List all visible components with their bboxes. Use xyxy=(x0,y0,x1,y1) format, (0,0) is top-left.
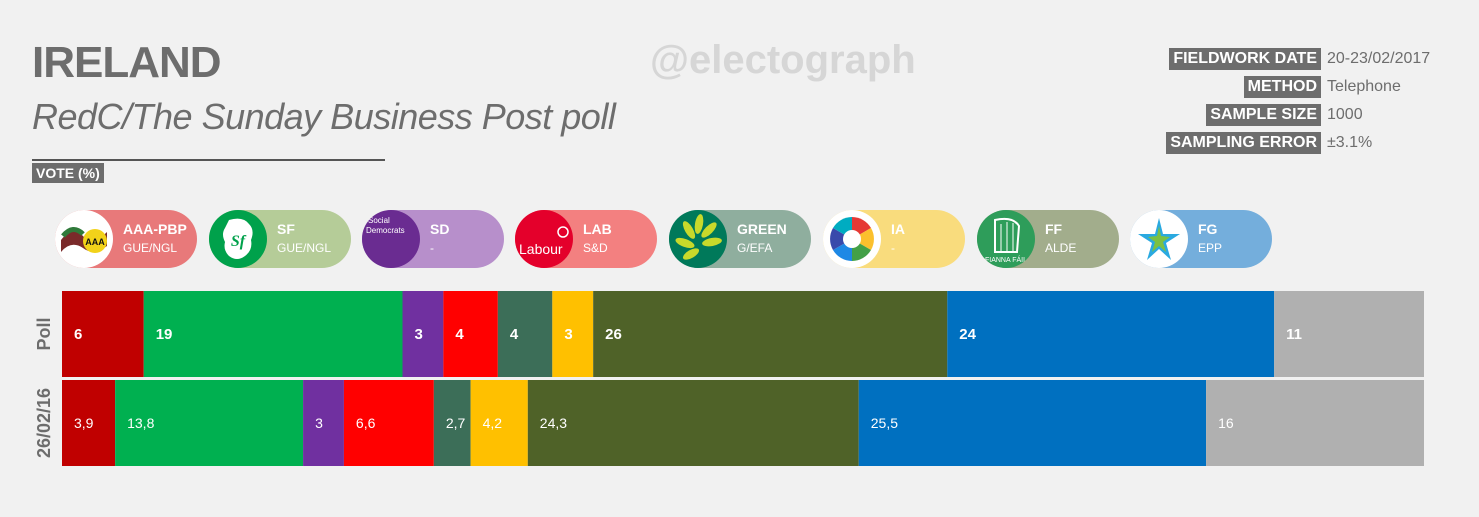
party-name: LAB xyxy=(583,221,612,237)
svg-text:Labour: Labour xyxy=(519,241,563,257)
party-group: - xyxy=(891,241,895,255)
sf-logo-icon: Sf xyxy=(209,210,267,268)
legend-party-sf: Sf SF GUE/NGL xyxy=(209,210,351,268)
meta-key: METHOD xyxy=(1243,76,1321,98)
party-name: FF xyxy=(1045,221,1063,237)
meta-value: 20-23/02/2017 xyxy=(1327,50,1431,67)
meta-method: METHOD Telephone xyxy=(1139,73,1439,101)
party-name: AAA-PBP xyxy=(123,221,187,237)
row-label: 26/02/16 xyxy=(34,388,54,458)
aaa-pbp-logo-icon: AAA xyxy=(55,210,113,268)
party-name: GREEN xyxy=(737,221,787,237)
fg-logo-icon xyxy=(1130,210,1188,268)
legend-party-green: GREEN G/EFA xyxy=(669,210,811,268)
bar-segment-aaa-pbp xyxy=(62,380,116,466)
bar-segment-others xyxy=(1274,291,1424,377)
meta-key: FIELDWORK DATE xyxy=(1169,48,1321,70)
party-group: S&D xyxy=(583,241,608,255)
legend-party-ff: FIANNA FÁIL FF ALDE xyxy=(977,210,1119,268)
bar-segment-ia xyxy=(470,380,528,466)
bar-value-label: 25,5 xyxy=(871,415,898,431)
bar-value-label: 3 xyxy=(564,326,572,343)
bar-segment-sf xyxy=(115,380,304,466)
bar-value-label: 24 xyxy=(959,326,976,343)
bar-value-label: 26 xyxy=(605,326,622,343)
bar-segment-ia xyxy=(552,291,594,377)
page-title: IRELAND xyxy=(32,38,222,87)
party-group: GUE/NGL xyxy=(123,241,178,255)
svg-text:Social: Social xyxy=(368,216,390,225)
watermark: @electograph xyxy=(650,38,916,82)
svg-text:AAA: AAA xyxy=(85,237,105,247)
party-name: FG xyxy=(1198,221,1218,237)
bar-value-label: 3,9 xyxy=(74,415,94,431)
meta-value: Telephone xyxy=(1327,78,1401,95)
sd-logo-icon: Social Democrats xyxy=(362,210,420,268)
bar-segment-fg xyxy=(947,291,1275,377)
bar-segment-sd xyxy=(402,291,444,377)
bar-value-label: 13,8 xyxy=(127,415,154,431)
bar-value-label: 24,3 xyxy=(540,415,567,431)
bar-segment-ff xyxy=(593,291,948,377)
row-label: Poll xyxy=(34,317,54,350)
bar-value-label: 19 xyxy=(156,326,173,343)
poll-subtitle: RedC/The Sunday Business Post poll xyxy=(32,96,616,137)
svg-text:Democrats: Democrats xyxy=(366,226,405,235)
svg-text:FIANNA FÁIL: FIANNA FÁIL xyxy=(985,255,1027,264)
green-logo-icon xyxy=(669,210,727,268)
party-group: GUE/NGL xyxy=(277,241,332,255)
bar-segment-green xyxy=(433,380,471,466)
bar-segment-fg xyxy=(858,380,1207,466)
bar-value-label: 11 xyxy=(1286,326,1302,343)
bar-segment-sd xyxy=(303,380,344,466)
bar-value-label: 6 xyxy=(74,326,82,343)
meta-key: SAMPLE SIZE xyxy=(1206,104,1321,126)
meta-key: SAMPLING ERROR xyxy=(1166,132,1321,154)
bar-segment-others xyxy=(1206,380,1424,466)
legend-party-sd: Social Democrats SD - xyxy=(362,210,504,268)
party-name: SD xyxy=(430,221,450,237)
party-name: SF xyxy=(277,221,295,237)
legend-party-aaa-pbp: AAA AAA-PBP GUE/NGL xyxy=(55,210,197,268)
bar-value-label: 4 xyxy=(510,326,519,343)
title-divider xyxy=(32,159,385,161)
legend-party-lab: Labour LAB S&D xyxy=(515,210,657,268)
bar-value-label: 16 xyxy=(1218,415,1234,431)
poll-metadata: FIELDWORK DATE 20-23/02/2017 METHOD Tele… xyxy=(1139,45,1439,157)
party-name: IA xyxy=(891,221,905,237)
bar-segment-sf xyxy=(143,291,403,377)
meta-value: ±3.1% xyxy=(1327,134,1373,151)
labour-logo-icon: Labour xyxy=(515,210,573,268)
bar-segment-lab xyxy=(343,380,434,466)
party-group: - xyxy=(430,241,434,255)
legend-party-ia: IA - xyxy=(823,210,965,268)
meta-sample-size: SAMPLE SIZE 1000 xyxy=(1139,101,1439,129)
meta-value: 1000 xyxy=(1327,106,1363,123)
vote-label: VOTE (%) xyxy=(32,163,104,183)
svg-text:Sf: Sf xyxy=(231,233,247,250)
meta-fieldwork-date: FIELDWORK DATE 20-23/02/2017 xyxy=(1139,45,1439,73)
meta-sampling-error: SAMPLING ERROR ±3.1% xyxy=(1139,129,1439,157)
bar-segment-aaa-pbp xyxy=(62,291,144,377)
bar-value-label: 4,2 xyxy=(483,415,503,431)
bar-value-label: 2,7 xyxy=(446,415,466,431)
bar-segment-green xyxy=(497,291,553,377)
bar-segment-lab xyxy=(443,291,498,377)
party-group: EPP xyxy=(1198,241,1223,255)
bar-segment-ff xyxy=(527,380,859,466)
ff-logo-icon: FIANNA FÁIL xyxy=(977,210,1035,268)
ia-logo-icon xyxy=(823,210,881,268)
party-group: G/EFA xyxy=(737,241,773,255)
bar-value-label: 3 xyxy=(315,415,323,431)
bar-value-label: 6,6 xyxy=(356,415,376,431)
legend-party-fg: FG EPP xyxy=(1130,210,1272,268)
bar-value-label: 4 xyxy=(455,326,464,343)
bar-value-label: 3 xyxy=(415,326,423,343)
party-group: ALDE xyxy=(1045,241,1077,255)
